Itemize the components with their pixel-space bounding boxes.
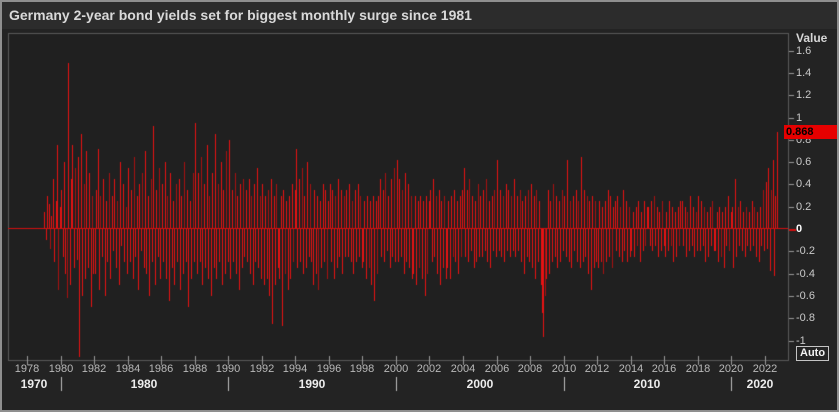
y-tick-label: -0.6 [796, 290, 815, 302]
x-tick-label: 2010 [551, 363, 577, 375]
x-tick-label: 2016 [651, 363, 677, 375]
x-tick-label: 1984 [115, 363, 141, 375]
value-axis-header: Value [796, 31, 828, 45]
x-tick-label: 2018 [685, 363, 711, 375]
decade-label: 2020 [746, 377, 774, 391]
y-tick-label: -0.8 [796, 312, 815, 324]
x-tick-label: 2008 [517, 363, 543, 375]
x-tick-label: 2022 [752, 363, 778, 375]
x-tick-label: 2014 [618, 363, 644, 375]
x-tick-label: 2000 [383, 363, 409, 375]
x-tick-label: 1986 [148, 363, 174, 375]
x-tick-label: 1998 [349, 363, 375, 375]
x-tick-label: 1978 [14, 363, 40, 375]
x-tick-label: 2012 [584, 363, 610, 375]
decade-label: 1980 [130, 377, 158, 391]
y-tick-label: 0.4 [796, 178, 812, 190]
y-tick-label: 0 [796, 223, 803, 235]
y-tick-label: -1 [796, 335, 806, 347]
decade-label: 1970 [20, 377, 48, 391]
y-tick-label: 0.2 [796, 201, 812, 213]
decade-label: 1990 [298, 377, 326, 391]
x-tick-label: 1980 [48, 363, 74, 375]
x-tick-label: 2002 [416, 363, 442, 375]
chart-title: Germany 2-year bond yields set for bigge… [2, 2, 837, 29]
y-tick-label: 1.6 [796, 45, 812, 57]
y-tick-label: 0.6 [796, 156, 812, 168]
decade-label: 2010 [633, 377, 661, 391]
x-tick-label: 1982 [81, 363, 107, 375]
x-tick-label: 1994 [282, 363, 308, 375]
x-tick-label: 1992 [249, 363, 275, 375]
x-tick-label: 1988 [182, 363, 208, 375]
y-tick-label: -0.2 [796, 245, 815, 257]
y-tick-label: -0.4 [796, 268, 815, 280]
y-tick-label: 1.2 [796, 89, 812, 101]
auto-scale-button[interactable]: Auto [796, 346, 830, 361]
x-tick-label: 2004 [450, 363, 476, 375]
last-value-badge: 0.868 [784, 125, 838, 139]
x-tick-label: 2020 [718, 363, 744, 375]
y-tick-label: 1 [796, 112, 803, 124]
x-tick-label: 2006 [484, 363, 510, 375]
decade-label: 2000 [466, 377, 494, 391]
x-tick-label: 1996 [316, 363, 342, 375]
y-tick-label: 1.4 [796, 67, 812, 79]
x-tick-label: 1990 [215, 363, 241, 375]
